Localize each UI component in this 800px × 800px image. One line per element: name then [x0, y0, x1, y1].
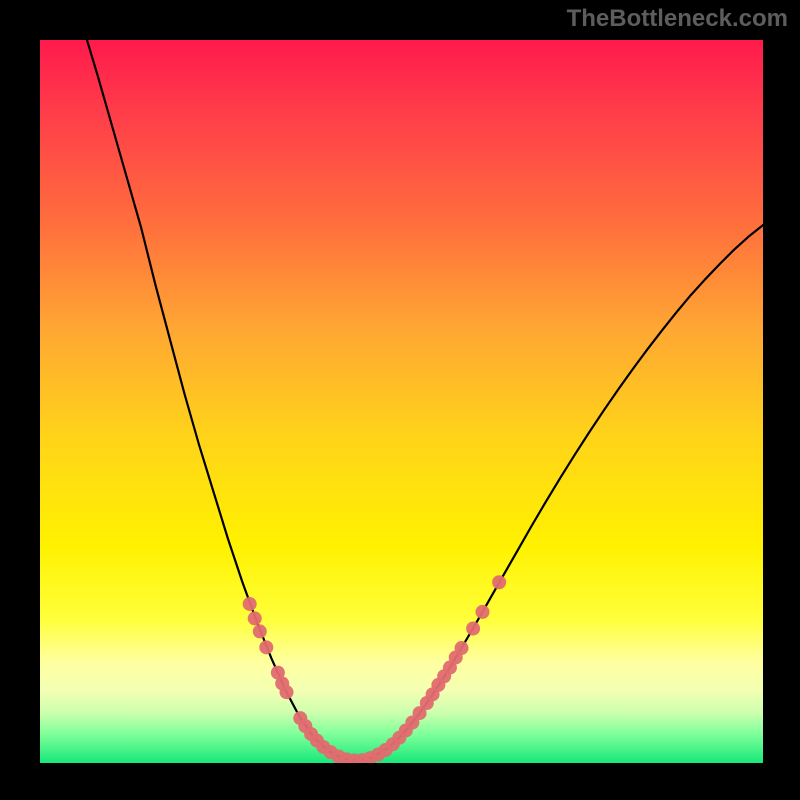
marker-point — [248, 611, 262, 625]
watermark-text: TheBottleneck.com — [567, 5, 788, 33]
marker-point — [253, 624, 267, 638]
chart-stage: TheBottleneck.com — [0, 0, 800, 800]
marker-point — [466, 622, 480, 636]
plot-area — [40, 40, 763, 763]
marker-point — [280, 685, 294, 699]
marker-point — [243, 597, 257, 611]
marker-point — [492, 575, 506, 589]
plot-svg — [40, 40, 763, 763]
marker-point — [259, 640, 273, 654]
marker-point — [455, 641, 469, 655]
marker-point — [475, 605, 489, 619]
plot-background — [40, 40, 763, 763]
